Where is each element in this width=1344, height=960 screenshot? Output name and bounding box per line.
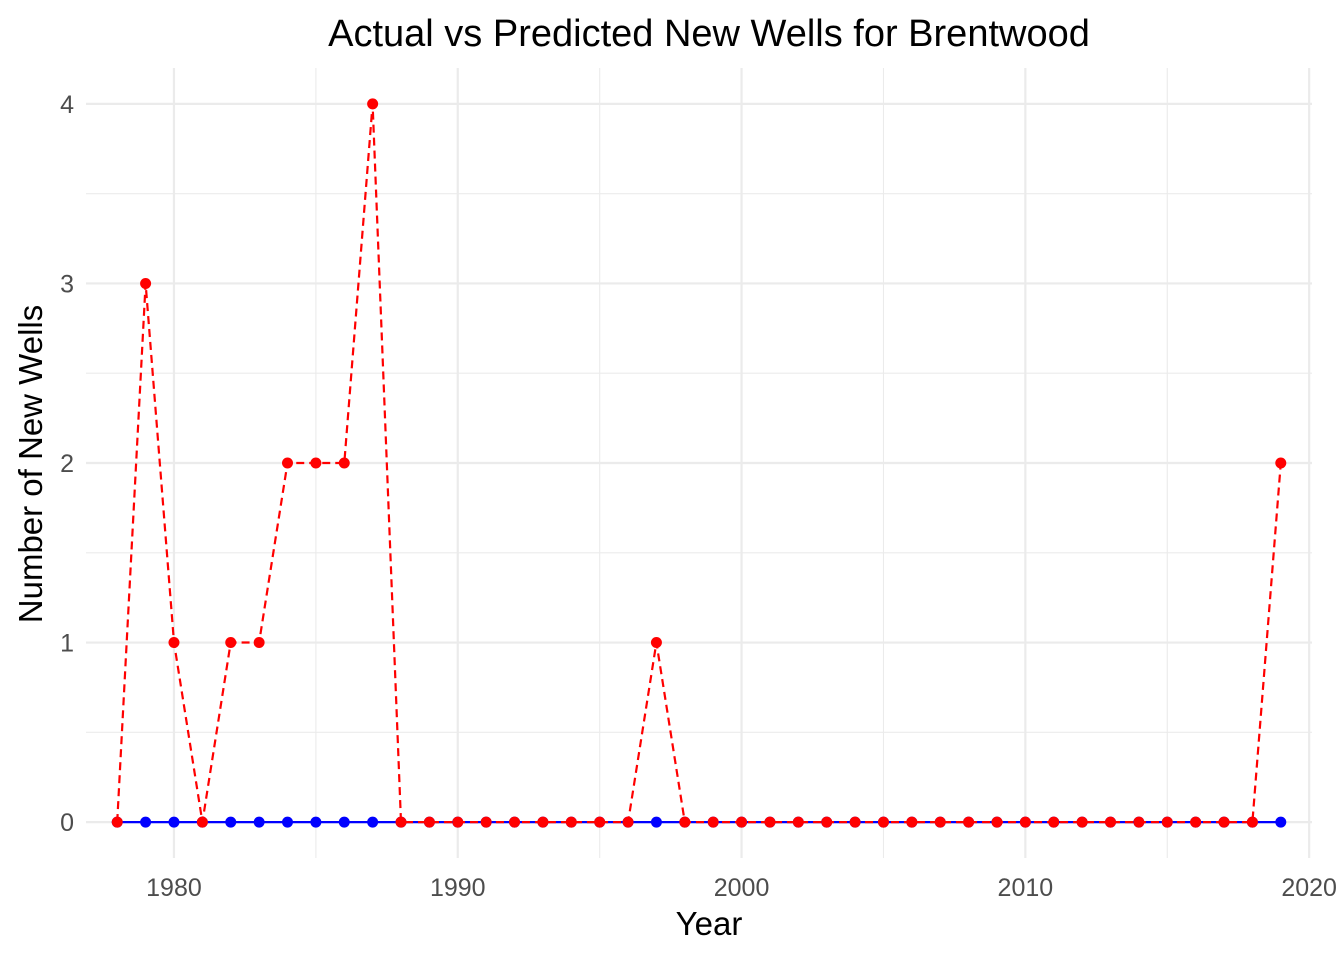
series-2-point [452,816,464,828]
series-1-point [253,816,265,828]
series-2-point [1133,816,1145,828]
series-2-point [395,816,407,828]
series-1-point [1275,816,1287,828]
series-2-point [1218,816,1230,828]
y-tick-label: 2 [60,450,74,478]
y-tick-label: 4 [60,91,74,119]
series-1-point [310,816,322,828]
series-2-point [367,98,379,110]
series-1-point [338,816,350,828]
series-2-point [111,816,123,828]
y-tick-labels: 0 1 2 3 4 [60,91,74,837]
series-1-point [225,816,237,828]
x-tick-label: 1990 [430,874,486,902]
series-2-point [963,816,975,828]
series-2-point [423,816,435,828]
series-2-point [622,816,634,828]
series-2-point [1019,816,1031,828]
series-2-point [1246,816,1258,828]
series-2-point [906,816,918,828]
series-2-point [537,816,549,828]
series-2-point [991,816,1003,828]
series-2-point [310,457,322,469]
series-layer [111,98,1287,828]
series-2-point [338,457,350,469]
series-2-point [821,816,833,828]
major-gridlines [86,68,1312,858]
x-tick-label: 1980 [146,874,202,902]
series-2-point [707,816,719,828]
series-1-point [367,816,379,828]
series-2-point [509,816,521,828]
y-tick-label: 1 [60,630,74,658]
series-2-point [650,637,662,649]
series-1-point [168,816,180,828]
series-2-point [480,816,492,828]
y-tick-label: 3 [60,270,74,298]
series-2-point [1161,816,1173,828]
x-tick-label: 2010 [998,874,1054,902]
series-2-point [168,637,180,649]
series-2-point [1275,457,1287,469]
series-2-point [877,816,889,828]
series-2-point [594,816,606,828]
series-2-point [196,816,208,828]
series-2-point [1105,816,1117,828]
x-tick-label: 2000 [714,874,770,902]
series-1-point [650,816,662,828]
series-2-point [679,816,691,828]
y-tick-label: 0 [60,809,74,837]
series-2-point [764,816,776,828]
series-2-point [565,816,577,828]
series-2-point [1076,816,1088,828]
series-2-point [225,637,237,649]
series-2-point [281,457,293,469]
series-1-point [281,816,293,828]
series-2-point [849,816,861,828]
chart-title: Actual vs Predicted New Wells for Brentw… [328,13,1090,55]
series-1-point [140,816,152,828]
series-2-point [140,277,152,289]
x-axis-title: Year [676,905,743,942]
x-tick-labels: 1980 1990 2000 2010 2020 [146,874,1337,902]
series-2-point [736,816,748,828]
series-2-point [1048,816,1060,828]
series-2-point [792,816,804,828]
series-2-point [253,637,265,649]
x-tick-label: 2020 [1281,874,1337,902]
y-axis-title: Number of New Wells [12,305,49,623]
series-2-point [1190,816,1202,828]
series-2-point [934,816,946,828]
